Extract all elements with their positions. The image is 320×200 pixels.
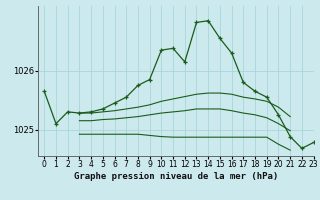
X-axis label: Graphe pression niveau de la mer (hPa): Graphe pression niveau de la mer (hPa): [74, 172, 278, 181]
